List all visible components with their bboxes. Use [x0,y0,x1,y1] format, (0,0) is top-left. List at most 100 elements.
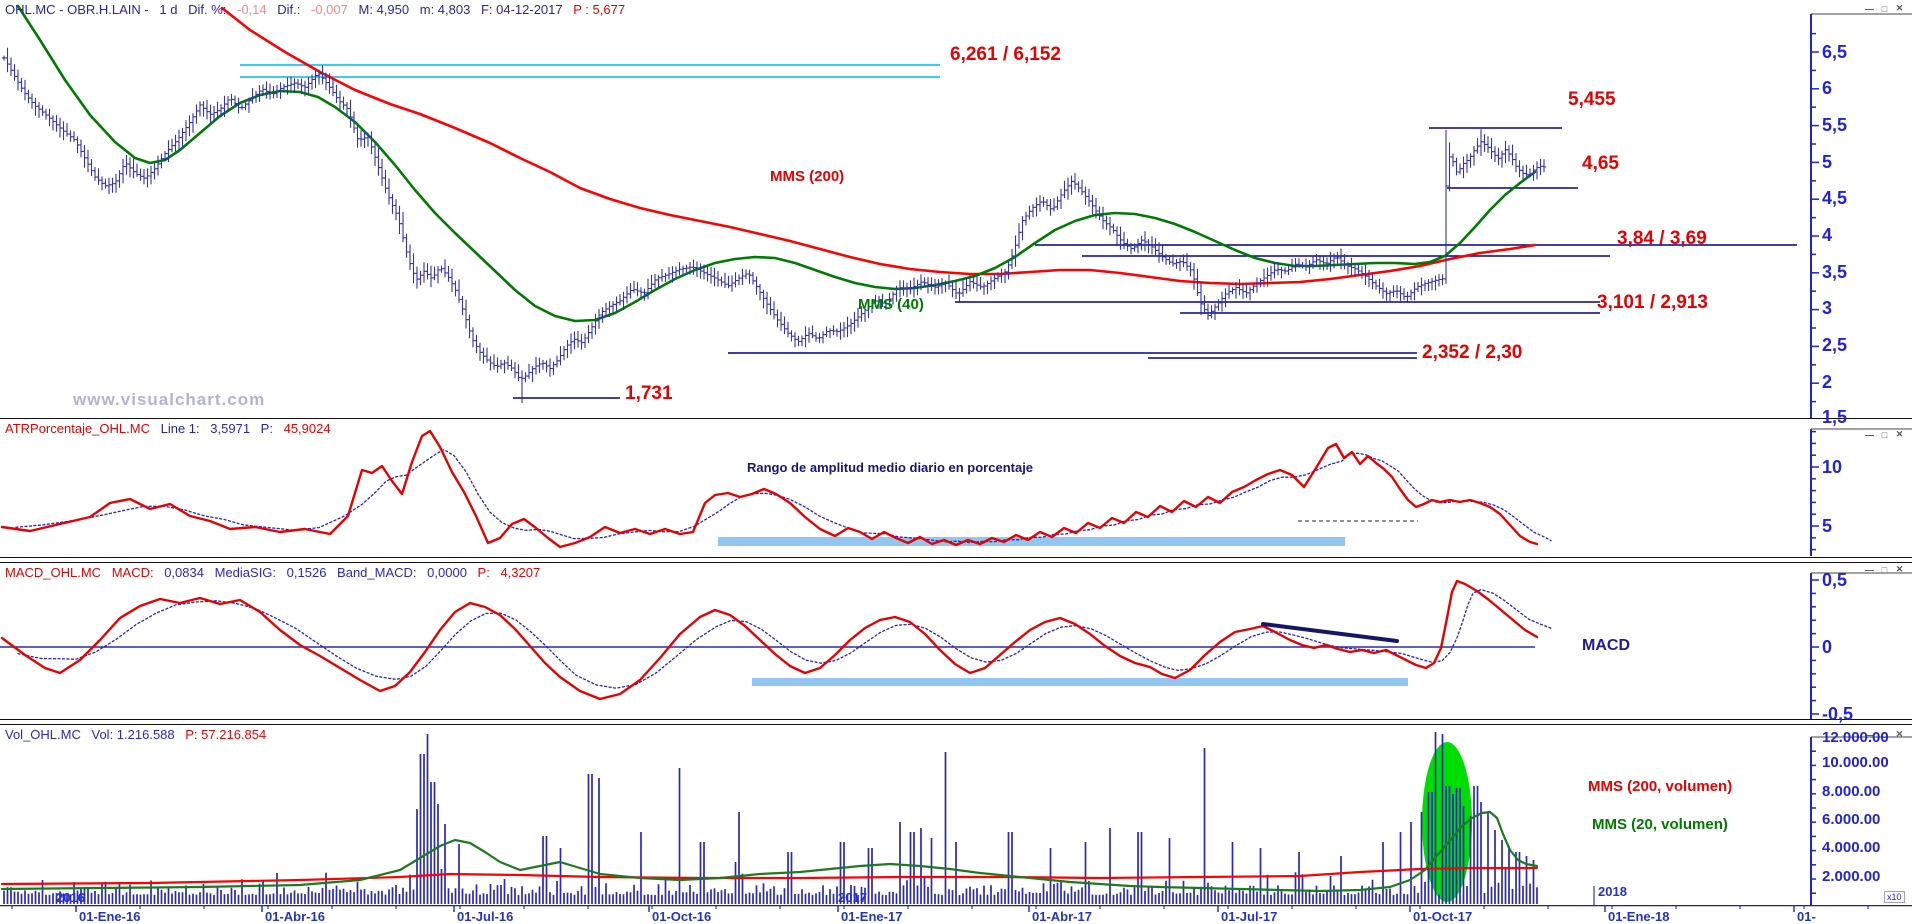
price-axis-label: 1,5 [1822,407,1848,427]
atr-line-value: 3,5971 [210,421,251,436]
vol-p-value: P: 57.216.854 [185,727,267,742]
vol-axis-label: 10.000.00 [1822,754,1889,771]
vol-axis-label: 4.000.00 [1822,839,1881,856]
panel-divider [0,724,1912,725]
vol-value: Vol: 1.216.588 [91,727,175,742]
time-axis-label: 01-Abr-17 [1032,909,1092,924]
time-axis-label: 01-Jul-16 [457,909,514,924]
time-axis-label: 01- [1797,909,1816,924]
vol-indicator-name: Vol_OHL.MC [5,727,81,742]
min-value: m: 4,803 [419,2,471,17]
macd-axis-label: -0,5 [1822,704,1854,724]
maximize-icon[interactable]: □ [1881,564,1888,575]
price-axis-label: 5 [1822,152,1833,172]
maximize-icon[interactable]: □ [1881,429,1888,440]
time-axis[interactable] [0,905,1912,922]
price-axis-label: 5,5 [1822,115,1848,135]
close-icon[interactable]: ✕ [1895,3,1904,13]
macd-note-label: MACD [1582,637,1630,654]
symbol-label: OHL.MC - OBR.H.LAIN - [5,2,149,17]
year-label-2017: 2017 [838,890,867,905]
dif-value: -0,007 [311,2,348,17]
dif-label: Dif.: [277,2,301,17]
dif-pct-label: Dif. %: [188,2,227,17]
time-axis-label: 01-Ene-17 [841,909,903,924]
volume-plot[interactable] [0,725,1912,906]
macd-axis-label: 0 [1822,637,1833,657]
time-axis-label: 01-Ene-16 [79,909,141,924]
price-axis-label: 4,5 [1822,188,1848,208]
price-chart-plot[interactable] [0,0,1912,418]
atr-note-label: Rango de amplitud medio diario en porcen… [747,460,1034,475]
resistance-label-6261: 6,261 / 6,152 [950,44,1061,65]
maximize-icon[interactable]: □ [1881,729,1888,740]
macd-indicator-plot[interactable] [0,563,1912,719]
panel-divider [0,557,1912,558]
vol-mms200-label: MMS (200, volumen) [1588,778,1733,795]
time-axis-label: 01-Jul-17 [1221,909,1278,924]
vol-axis-label: 6.000.00 [1822,811,1881,828]
price-axis-label: 3,5 [1822,262,1848,282]
mms40-label: MMS (40) [858,296,924,313]
period-label: 1 d [159,2,178,17]
visualchart-watermark: www.visualchart.com [73,390,266,409]
time-axis-label: 01-Oct-17 [1413,909,1473,924]
year-label-2016: 2016 [56,890,85,905]
macd-p-value: 4,3207 [500,565,541,580]
band-macd-value: 0,0000 [427,565,467,580]
minimize-icon[interactable]: — [1865,3,1874,14]
mms200-label: MMS (200) [770,168,845,185]
atr-axis-label: 10 [1822,457,1843,477]
atr-indicator-plot[interactable] [0,419,1912,557]
atr-line-label: Line 1: [160,421,200,436]
p-value: P : 5,677 [573,2,626,17]
atr-indicator-name: ATRPorcentaje_OHL.MC [5,421,150,436]
band-macd-label: Band_MACD: [337,565,417,580]
macd-panel-header: MACD_OHL.MC MACD: 0,0834 MediaSIG: 0,152… [5,565,547,580]
macd-axis-label: 0,5 [1822,570,1848,590]
price-axis-label: 6 [1822,78,1833,98]
macd-indicator-name: MACD_OHL.MC [5,565,102,580]
panel-divider [0,719,1912,720]
time-axis-label: 01-Abr-16 [265,909,325,924]
atr-axis-label: 5 [1822,516,1833,536]
vol-axis-label: 2.000.00 [1822,868,1881,885]
atr-panel-header: ATRPorcentaje_OHL.MC Line 1: 3,5971 P: 4… [5,421,338,436]
vol-mms20-label: MMS (20, volumen) [1592,816,1728,833]
date-value: F: 04-12-2017 [480,2,563,17]
level-label-384-369: 3,84 / 3,69 [1617,228,1707,249]
price-axis-label: 2 [1822,372,1833,392]
mediasig-value: 0,1526 [286,565,327,580]
panel-divider [0,418,1912,419]
atr-p-value: 45,9024 [283,421,331,436]
axis-multiplier-badge: x10 [1884,891,1905,903]
macd-window-controls: — □ ✕ [1864,564,1905,575]
volume-panel-header: Vol_OHL.MC Vol: 1.216.588 P: 57.216.854 [5,727,273,742]
minimize-icon[interactable]: — [1865,729,1874,740]
volume-window-controls: — □ ✕ [1864,729,1905,740]
atr-window-controls: — □ ✕ [1864,429,1905,440]
macd-p-label: P: [477,565,490,580]
year-label-2018: 2018 [1598,884,1627,899]
dif-pct-value: -0,14 [237,2,267,17]
price-axis-label: 3 [1822,298,1833,318]
resistance-label-5455: 5,455 [1568,89,1616,110]
price-axis-label: 2,5 [1822,335,1848,355]
close-icon[interactable]: ✕ [1895,429,1904,439]
maximize-icon[interactable]: □ [1881,3,1888,14]
close-icon[interactable]: ✕ [1895,729,1904,739]
close-icon[interactable]: ✕ [1895,564,1904,574]
macd-label: MACD: [111,565,154,580]
level-label-3101-2913: 3,101 / 2,913 [1597,292,1708,313]
max-value: M: 4,950 [358,2,410,17]
vol-axis-label: 8.000.00 [1822,783,1881,800]
mediasig-label: MediaSIG: [214,565,277,580]
panel-divider [0,562,1912,563]
price-axis-label: 6,5 [1822,42,1848,62]
vol-axis-label: 12.000.00 [1822,729,1889,746]
minimize-icon[interactable]: — [1865,564,1874,575]
minimize-icon[interactable]: — [1865,429,1874,440]
price-panel-header: OHL.MC - OBR.H.LAIN - 1 d Dif. %: -0,14 … [5,2,632,17]
support-label-465: 4,65 [1582,153,1619,174]
support-label-1731: 1,731 [625,383,673,404]
